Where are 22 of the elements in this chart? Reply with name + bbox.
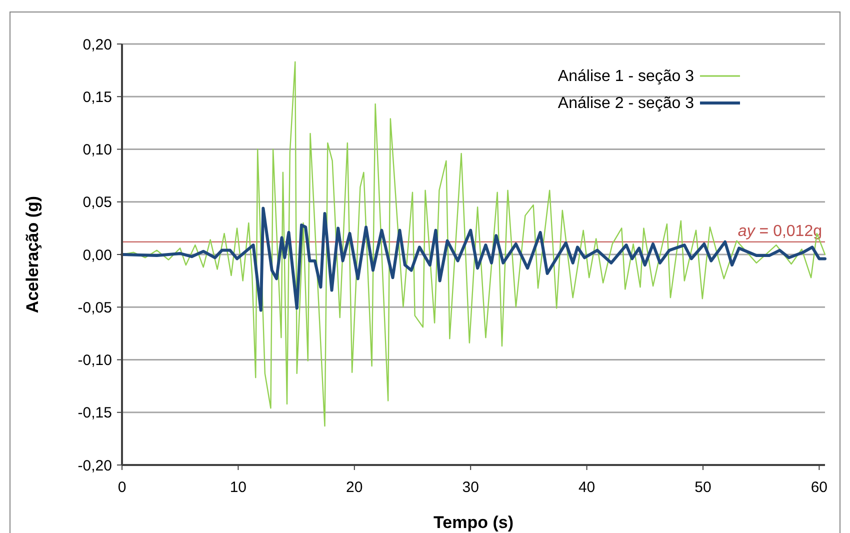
legend-label: Análise 1 - seção 3 [558, 68, 694, 85]
y-tick-label: -0,20 [78, 457, 112, 474]
y-tick-label: 0,20 [82, 36, 112, 54]
x-tick-label: 50 [694, 479, 712, 496]
ref-line-label: ay = 0,012g [738, 222, 822, 240]
x-tick-label: 0 [118, 479, 126, 496]
x-tick-label: 10 [230, 479, 247, 496]
legend-label: Análise 2 - seção 3 [558, 95, 694, 112]
y-tick-label: 0,10 [82, 142, 112, 158]
x-tick-label: 30 [462, 479, 479, 496]
y-tick-label: 0,05 [82, 194, 112, 212]
y-tick-label: -0,10 [78, 352, 112, 369]
x-tick-label: 40 [578, 479, 596, 496]
x-tick-label: 20 [346, 479, 363, 496]
x-tick-label: 60 [810, 479, 828, 496]
x-axis-title: Tempo (s) [434, 513, 514, 532]
y-axis-title: Aceleração (g) [23, 196, 42, 314]
y-tick-label: 0,00 [82, 246, 112, 264]
y-tick-label: -0,15 [78, 404, 112, 422]
y-tick-label: -0,05 [78, 299, 112, 316]
line-series [120, 206, 826, 312]
y-tick-label: 0,15 [82, 88, 112, 106]
